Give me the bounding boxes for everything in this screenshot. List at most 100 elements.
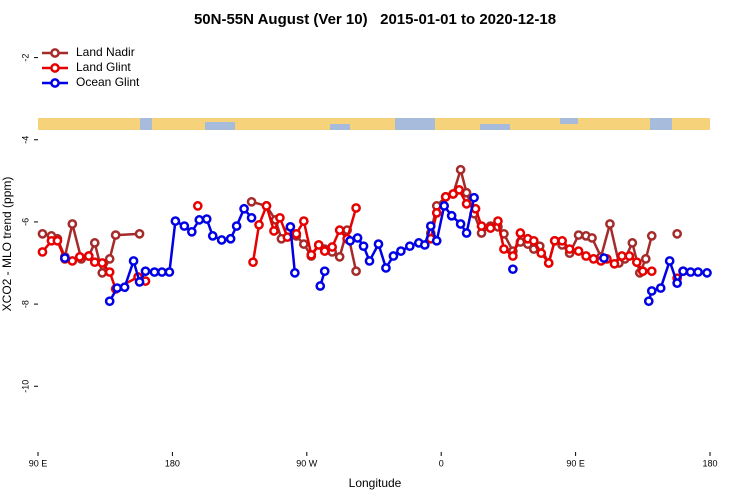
- data-point: [261, 201, 272, 211]
- legend-marker: [50, 63, 60, 73]
- chart-title: 50N-55N August (Ver 10) 2015-01-01 to 20…: [194, 11, 556, 28]
- data-point: [134, 228, 145, 239]
- data-point: [290, 268, 300, 278]
- legend-marker: [50, 48, 60, 58]
- data-point: [549, 235, 560, 246]
- data-point: [164, 267, 175, 277]
- data-point: [128, 256, 139, 266]
- y-tick-label: -10: [20, 380, 30, 393]
- data-point: [364, 256, 375, 266]
- data-point: [52, 235, 63, 246]
- data-point: [104, 267, 115, 277]
- data-point: [461, 199, 472, 209]
- data-point: [74, 252, 85, 262]
- y-tick-label: -4: [20, 136, 30, 144]
- data-point: [231, 221, 242, 231]
- x-tick-label: 180: [165, 458, 180, 468]
- data-point: [702, 268, 712, 278]
- legend-label: Land Nadir: [76, 45, 135, 59]
- data-point: [319, 246, 330, 256]
- data-point: [588, 254, 599, 264]
- data-point: [104, 254, 115, 264]
- data-point: [646, 266, 657, 277]
- data-point: [352, 233, 363, 243]
- data-point: [617, 251, 627, 261]
- y-tick-label: -2: [20, 54, 30, 62]
- data-point: [643, 296, 654, 307]
- x-tick-label: 180: [702, 458, 717, 468]
- data-point: [351, 266, 361, 277]
- data-point: [455, 219, 466, 229]
- data-point: [440, 192, 451, 202]
- legend-label: Land Glint: [76, 60, 131, 74]
- data-point: [573, 246, 584, 256]
- data-point: [627, 238, 638, 248]
- data-point: [640, 254, 651, 264]
- data-point: [345, 235, 355, 246]
- data-point: [110, 230, 121, 240]
- data-point: [89, 238, 100, 248]
- legend-label: Ocean Glint: [76, 75, 140, 89]
- data-point: [149, 267, 160, 277]
- data-point: [605, 219, 615, 229]
- data-point: [373, 239, 384, 249]
- x-tick-label: 0: [439, 458, 444, 468]
- data-point: [192, 201, 203, 211]
- data-point: [313, 240, 324, 250]
- data-point: [298, 239, 309, 249]
- data-point: [83, 251, 94, 261]
- data-point: [493, 216, 503, 226]
- data-point: [396, 246, 406, 256]
- data-point: [476, 221, 487, 231]
- data-point: [431, 235, 442, 246]
- data-point: [351, 203, 361, 213]
- data-point: [446, 210, 457, 221]
- data-point: [306, 249, 317, 260]
- data-point: [581, 251, 591, 261]
- data-point: [461, 187, 472, 198]
- data-point: [536, 248, 547, 259]
- data-point: [225, 233, 236, 244]
- data-point: [37, 247, 48, 257]
- data-point: [291, 228, 302, 239]
- data-point: [461, 228, 472, 238]
- data-point: [469, 192, 479, 203]
- data-point: [508, 264, 518, 275]
- data-point: [246, 196, 257, 207]
- data-point: [388, 251, 399, 261]
- data-point: [655, 283, 666, 293]
- data-point: [207, 231, 218, 241]
- x-tick-label: 90 E: [566, 458, 585, 468]
- data-point: [37, 228, 48, 239]
- data-point: [637, 266, 648, 277]
- data-point: [678, 266, 688, 277]
- data-point: [119, 282, 130, 293]
- data-point: [186, 226, 197, 237]
- data-point: [431, 208, 442, 218]
- data-point: [664, 256, 675, 266]
- data-point: [97, 268, 108, 278]
- data-point: [239, 203, 249, 214]
- data-point: [439, 201, 450, 211]
- data-point: [248, 257, 258, 268]
- data-point: [508, 251, 518, 261]
- data-point: [327, 242, 338, 252]
- data-point: [564, 244, 575, 254]
- data-point: [201, 214, 212, 224]
- map-strip: [38, 118, 710, 130]
- data-point: [315, 281, 326, 291]
- data-point: [599, 253, 609, 263]
- data-point: [216, 235, 227, 245]
- data-point: [269, 226, 279, 236]
- data-point: [499, 244, 509, 254]
- data-point: [646, 286, 657, 296]
- data-point: [97, 258, 108, 268]
- x-tick-label: 90 E: [29, 458, 48, 468]
- data-point: [587, 233, 597, 243]
- data-point: [693, 267, 703, 277]
- data-point: [672, 278, 682, 288]
- data-point: [254, 219, 264, 230]
- data-point: [672, 228, 682, 239]
